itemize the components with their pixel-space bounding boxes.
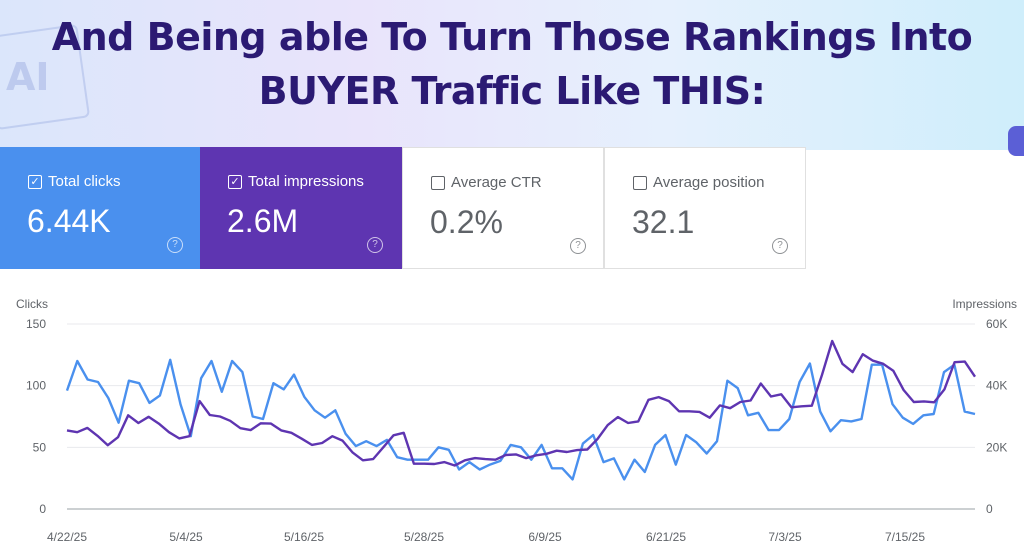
metric-label: Average position [653, 174, 765, 191]
x-tick-label: 4/22/25 [47, 530, 87, 544]
y-right-tick-label: 60K [986, 317, 1007, 331]
metric-value: 32.1 [632, 204, 695, 240]
performance-chart[interactable]: Clicks Impressions 0 0 50 20K 100 40K 150 60K 4/22… [0, 280, 1024, 552]
y-left-tick-label: 100 [26, 379, 46, 393]
metric-card-average-ctr[interactable]: Average CTR 0.2% ? [402, 147, 604, 269]
y-left-tick-label: 0 [39, 502, 46, 516]
headline: And Being able To Turn Those Rankings In… [0, 10, 1024, 118]
metric-value: 0.2% [430, 204, 503, 240]
y-axis-right-label: Impressions [952, 297, 1017, 311]
metric-card-total-impressions[interactable]: ✓ Total impressions 2.6M ? [200, 147, 402, 269]
metric-card-average-position[interactable]: Average position 32.1 ? [604, 147, 806, 269]
x-tick-label: 7/15/25 [885, 530, 925, 544]
x-tick-label: 5/4/25 [169, 530, 203, 544]
promo-banner: AI And Being able To Turn Those Rankings… [0, 0, 1024, 150]
ai-decoration-text: AI [6, 55, 50, 99]
y-axis-left-label: Clicks [16, 297, 48, 311]
x-tick-label: 7/3/25 [768, 530, 802, 544]
edge-tab [1008, 126, 1024, 156]
headline-line-1: And Being able To Turn Those Rankings In… [51, 15, 973, 59]
x-tick-label: 5/16/25 [284, 530, 324, 544]
metric-value: 2.6M [227, 203, 299, 239]
y-left-tick-label: 150 [26, 317, 46, 331]
metric-cards: ✓ Total clicks 6.44K ? ✓ Total impressio… [0, 147, 808, 269]
series-line-clicks [65, 358, 976, 481]
checkbox-checked-icon[interactable]: ✓ [228, 175, 242, 189]
y-right-tick-label: 0 [986, 502, 993, 516]
help-icon[interactable]: ? [570, 238, 586, 254]
y-right-tick-label: 20K [986, 440, 1007, 454]
checkbox-checked-icon[interactable]: ✓ [28, 175, 42, 189]
metric-card-total-clicks[interactable]: ✓ Total clicks 6.44K ? [0, 147, 202, 269]
x-tick-label: 6/21/25 [646, 530, 686, 544]
x-tick-label: 5/28/25 [404, 530, 444, 544]
help-icon[interactable]: ? [167, 237, 183, 253]
x-tick-label: 6/9/25 [528, 530, 562, 544]
metric-value: 6.44K [27, 203, 111, 239]
checkbox-unchecked-icon[interactable] [633, 176, 647, 190]
y-right-tick-label: 40K [986, 379, 1007, 393]
y-left-tick-label: 50 [33, 440, 47, 454]
series-line-impressions [66, 339, 976, 467]
metric-label: Total clicks [48, 173, 121, 190]
headline-line-2: BUYER Traffic Like THIS: [258, 69, 766, 113]
help-icon[interactable]: ? [772, 238, 788, 254]
metric-label: Average CTR [451, 174, 542, 191]
checkbox-unchecked-icon[interactable] [431, 176, 445, 190]
metric-label: Total impressions [248, 173, 364, 190]
help-icon[interactable]: ? [367, 237, 383, 253]
